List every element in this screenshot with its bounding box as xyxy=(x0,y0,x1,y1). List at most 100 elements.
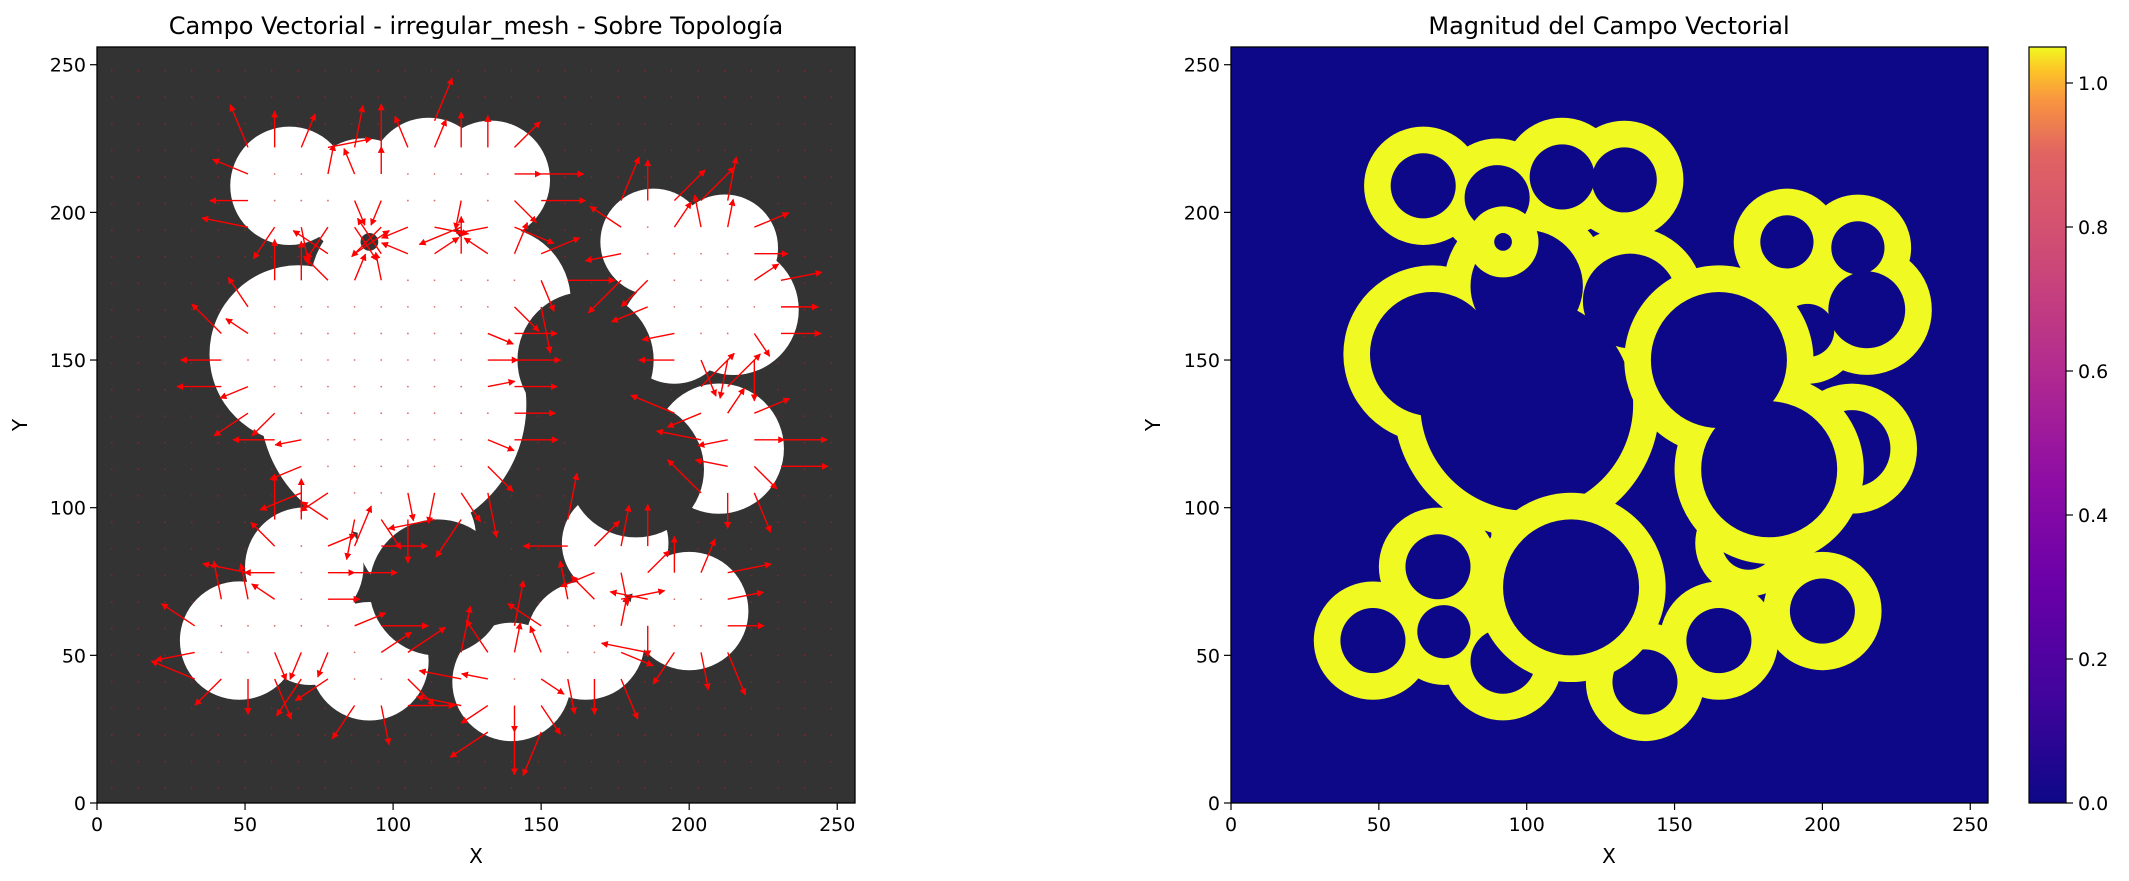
grid-dot xyxy=(457,787,460,790)
grid-dot xyxy=(377,734,380,736)
grid-dot xyxy=(803,627,806,630)
grid-dot xyxy=(244,468,246,471)
interior-dot xyxy=(300,571,303,574)
interior-dot xyxy=(433,412,436,415)
grid-dot xyxy=(110,149,113,152)
grid-dot xyxy=(830,308,833,311)
grid-dot xyxy=(643,760,646,763)
grid-dot xyxy=(563,176,566,178)
interior-dot xyxy=(247,624,249,627)
grid-dot xyxy=(670,681,673,683)
grid-dot xyxy=(777,176,779,178)
grid-dot xyxy=(670,96,673,99)
grid-dot xyxy=(164,229,167,231)
grid-dot xyxy=(137,149,140,152)
grid-dot xyxy=(110,122,113,125)
grid-dot xyxy=(777,681,779,683)
grid-dot xyxy=(110,468,113,471)
vector-arrow xyxy=(463,237,489,255)
grid-dot xyxy=(110,494,113,497)
vector-arrow xyxy=(238,562,249,600)
vector-field-chart: Campo Vectorial - irregular_mesh - Sobre… xyxy=(8,12,856,868)
grid-dot xyxy=(830,601,833,604)
vector-arrow xyxy=(202,561,249,574)
grid-dot xyxy=(110,681,113,683)
vector-arrow xyxy=(700,652,711,691)
grid-dot xyxy=(190,787,193,790)
grid-dot xyxy=(110,362,113,364)
grid-dot xyxy=(297,69,300,72)
grid-dot xyxy=(537,787,540,790)
grid-dot xyxy=(510,521,513,524)
grid-dot xyxy=(510,548,513,550)
vector-arrow xyxy=(418,668,462,680)
interior-dot xyxy=(433,385,436,388)
grid-dot xyxy=(750,548,753,550)
grid-dot xyxy=(270,468,273,471)
vector-arrow xyxy=(327,136,373,149)
grid-dot xyxy=(803,335,806,338)
grid-dot xyxy=(563,760,566,763)
chart1-y-ticks: 0 50 100 150 200 250 xyxy=(50,55,97,815)
grid-dot xyxy=(777,202,779,205)
grid-dot xyxy=(537,69,540,72)
grid-dot xyxy=(617,122,620,125)
vector-arrow xyxy=(426,492,436,525)
grid-dot xyxy=(750,654,753,657)
grid-dot xyxy=(190,282,193,285)
chart2-y-tick-label: 50 xyxy=(1196,645,1220,667)
interior-dot xyxy=(726,305,729,308)
grid-dot xyxy=(350,734,353,736)
chart1-y-tick-label: 200 xyxy=(50,202,86,224)
grid-dot xyxy=(723,122,726,125)
grid-dot xyxy=(643,787,646,790)
grid-dot xyxy=(190,388,193,391)
grid-dot xyxy=(803,255,806,258)
grid-dot xyxy=(830,548,833,550)
grid-dot xyxy=(110,308,113,311)
interior-dot xyxy=(433,359,436,361)
grid-dot xyxy=(803,176,806,178)
grid-dot xyxy=(670,122,673,125)
grid-dot xyxy=(110,734,113,736)
grid-dot xyxy=(643,149,646,152)
interior-dot xyxy=(433,305,436,308)
vector-arrow xyxy=(540,280,555,313)
interior-dot xyxy=(673,279,676,282)
interior-dot xyxy=(353,678,356,680)
grid-dot xyxy=(750,707,753,710)
grid-dot xyxy=(803,574,806,577)
grid-dot xyxy=(777,96,779,99)
interior-dot xyxy=(406,332,409,335)
grid-dot xyxy=(164,122,167,125)
grid-dot xyxy=(670,388,673,391)
grid-dot xyxy=(510,601,513,604)
grid-dot xyxy=(830,654,833,657)
vector-arrow xyxy=(250,521,276,547)
vector-arrow xyxy=(212,158,249,175)
interior-dot xyxy=(300,385,303,388)
grid-dot xyxy=(137,362,140,364)
grid-dot xyxy=(190,255,193,258)
grid-dot xyxy=(590,255,593,258)
grid-dot xyxy=(164,734,167,736)
grid-dot xyxy=(750,149,753,152)
grid-dot xyxy=(137,415,140,418)
grid-dot xyxy=(270,707,273,710)
interior-dot xyxy=(646,226,649,229)
grid-dot xyxy=(803,494,806,497)
vector-arrow xyxy=(753,492,772,533)
grid-dot xyxy=(217,176,220,178)
grid-dot xyxy=(164,468,167,471)
vector-arrow xyxy=(353,105,366,148)
chart2-y-label: Y xyxy=(1141,418,1165,432)
grid-dot xyxy=(723,681,726,683)
grid-dot xyxy=(217,202,220,205)
grid-dot xyxy=(270,255,273,258)
vector-arrow xyxy=(593,520,621,547)
vector-arrow xyxy=(461,671,488,680)
interior-blob xyxy=(1760,215,1814,269)
grid-dot xyxy=(750,681,753,683)
interior-dot xyxy=(300,199,303,202)
grid-dot xyxy=(430,681,433,683)
